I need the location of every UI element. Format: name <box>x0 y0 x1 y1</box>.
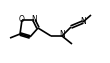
Text: N: N <box>59 30 65 39</box>
Text: N: N <box>32 14 37 23</box>
Text: O: O <box>19 14 24 23</box>
Text: N: N <box>81 17 86 26</box>
